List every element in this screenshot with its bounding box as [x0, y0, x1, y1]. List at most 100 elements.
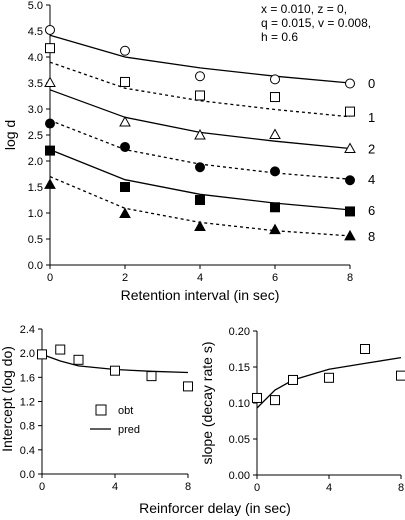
point-4-4	[345, 175, 355, 186]
top-annotation-line-1: x = 0.010, z = 0,	[261, 2, 347, 16]
top-y-tick-label-10: 5.0	[28, 0, 43, 12]
top-y-tick-label-0: 0.0	[28, 260, 43, 272]
top-y-ticks: 0.0 0.5 1.0 1.5 2.0 2.5 3.0 3.5 4.0 4.5 5.0	[28, 0, 50, 272]
top-y-tick-label-6: 3.0	[28, 104, 43, 116]
bl-obt-point-4	[146, 371, 157, 382]
point-2-2	[194, 128, 206, 140]
top-annotation-line-3: h = 0.6	[261, 30, 298, 44]
point-2-1	[119, 115, 131, 127]
br-obt-point-3	[324, 372, 334, 383]
top-y-tick-label-7: 3.5	[28, 78, 43, 90]
bl-x-tick-label-2: 8	[185, 481, 191, 493]
top-series-group	[44, 24, 356, 241]
point-6-4	[345, 206, 355, 217]
br-obt-point-1	[270, 395, 280, 406]
br-obt-point-0	[252, 392, 262, 403]
bl-y-tick-label-4: 1.6	[20, 372, 35, 384]
bl-obt-point-2	[73, 354, 84, 365]
point-1-3	[270, 92, 280, 103]
top-y-axis-label: log d	[2, 120, 18, 150]
legend-obt-marker	[95, 404, 107, 416]
point-2-4	[344, 142, 356, 154]
series-label-4: 4	[368, 172, 375, 187]
top-x-tick-label-1: 2	[122, 272, 128, 284]
top-y-tick-label-1: 0.5	[28, 234, 43, 246]
br-y-tick-label-0: 0.00	[229, 470, 250, 482]
top-x-tick-label-0: 0	[47, 272, 53, 284]
fit-line-6	[49, 148, 351, 211]
br-x-ticks: 0 4 8	[254, 475, 404, 494]
bl-series-group	[37, 344, 193, 392]
bl-y-ticks: 0.0 0.4 0.8 1.2 1.6 2.0 2.4	[20, 324, 42, 481]
point-1-0	[45, 43, 55, 54]
br-x-tick-label-1: 4	[326, 482, 332, 494]
point-8-3	[269, 223, 281, 235]
fit-line-0	[49, 34, 351, 84]
point-1-4	[345, 106, 355, 117]
br-pred-line	[256, 356, 402, 409]
point-6-2	[195, 195, 205, 205]
bl-y-tick-label-0: 0.0	[20, 469, 35, 481]
br-y-tick-label-3: 0.15	[229, 362, 250, 374]
bl-y-tick-label-3: 1.2	[20, 397, 35, 409]
bl-pred-line	[41, 353, 189, 374]
slope-chart: 0.00 0.05 0.10 0.15 0.20 0 4 8 slope (decay ra…	[199, 326, 405, 494]
top-y-tick-label-9: 4.5	[28, 26, 43, 38]
top-x-tick-label-3: 6	[272, 272, 278, 284]
br-obt-point-5	[396, 370, 405, 381]
point-8-2	[194, 220, 206, 232]
point-4-1	[120, 141, 130, 152]
bl-x-tick-label-1: 4	[112, 481, 118, 493]
legend-pred-label: pred	[118, 424, 140, 436]
bl-y-tick-label-5: 2.0	[20, 348, 35, 360]
bl-x-tick-label-0: 0	[39, 481, 45, 493]
intercept-chart: 0.0 0.4 0.8 1.2 1.6 2.0 2.4 0 4 8 Intercept (log…	[0, 324, 193, 493]
point-0-3	[270, 74, 280, 85]
bl-y-tick-label-2: 0.8	[20, 421, 35, 433]
top-y-tick-label-8: 4.0	[28, 52, 43, 64]
point-0-1	[120, 45, 130, 56]
point-8-1	[119, 207, 131, 219]
top-y-tick-label-3: 1.5	[28, 182, 43, 194]
top-y-tick-label-2: 1.0	[28, 208, 43, 220]
point-4-2	[195, 162, 205, 173]
br-y-tick-label-4: 0.20	[229, 326, 250, 338]
bl-legend: obt pred	[90, 404, 140, 436]
bl-obt-point-1	[55, 344, 66, 355]
point-6-0	[45, 145, 55, 156]
point-6-1	[120, 182, 130, 192]
series-label-8: 8	[368, 229, 375, 244]
br-y-ticks: 0.00 0.05 0.10 0.15 0.20	[229, 326, 257, 482]
top-x-ticks: 0 2 4 6 8	[47, 265, 353, 284]
point-1-1	[120, 76, 130, 87]
bl-y-tick-label-1: 0.4	[20, 445, 35, 457]
br-x-tick-label-0: 0	[254, 482, 260, 494]
fit-line-1	[49, 61, 351, 118]
bl-x-ticks: 0 4 8	[39, 474, 191, 493]
point-2-0	[44, 76, 56, 87]
br-obt-point-2	[288, 374, 298, 385]
top-x-axis-label: Retention interval (in sec)	[121, 287, 280, 303]
point-0-2	[195, 71, 205, 82]
point-6-3	[270, 202, 280, 213]
bl-obt-point-0	[37, 349, 47, 360]
bl-obt-point-3	[110, 365, 120, 376]
top-y-tick-label-4: 2.0	[28, 156, 43, 168]
br-y-axis-label: slope (decay rate s)	[199, 342, 215, 465]
bl-obt-point-5	[183, 381, 193, 392]
point-4-3	[270, 166, 280, 177]
point-8-0	[44, 178, 56, 189]
br-obt-point-4	[360, 344, 370, 354]
top-x-tick-label-2: 4	[197, 272, 203, 284]
br-y-tick-label-1: 0.05	[229, 434, 250, 446]
br-series-group	[252, 344, 405, 409]
bl-y-tick-label-6: 2.4	[20, 324, 35, 336]
series-label-2: 2	[368, 142, 375, 157]
series-label-0: 0	[368, 76, 375, 91]
point-8-4	[344, 229, 356, 241]
series-label-6: 6	[368, 203, 375, 218]
legend-obt-label: obt	[118, 405, 133, 417]
top-series-labels: 0 1 2 4 6 8	[368, 76, 375, 244]
series-label-1: 1	[368, 110, 375, 125]
